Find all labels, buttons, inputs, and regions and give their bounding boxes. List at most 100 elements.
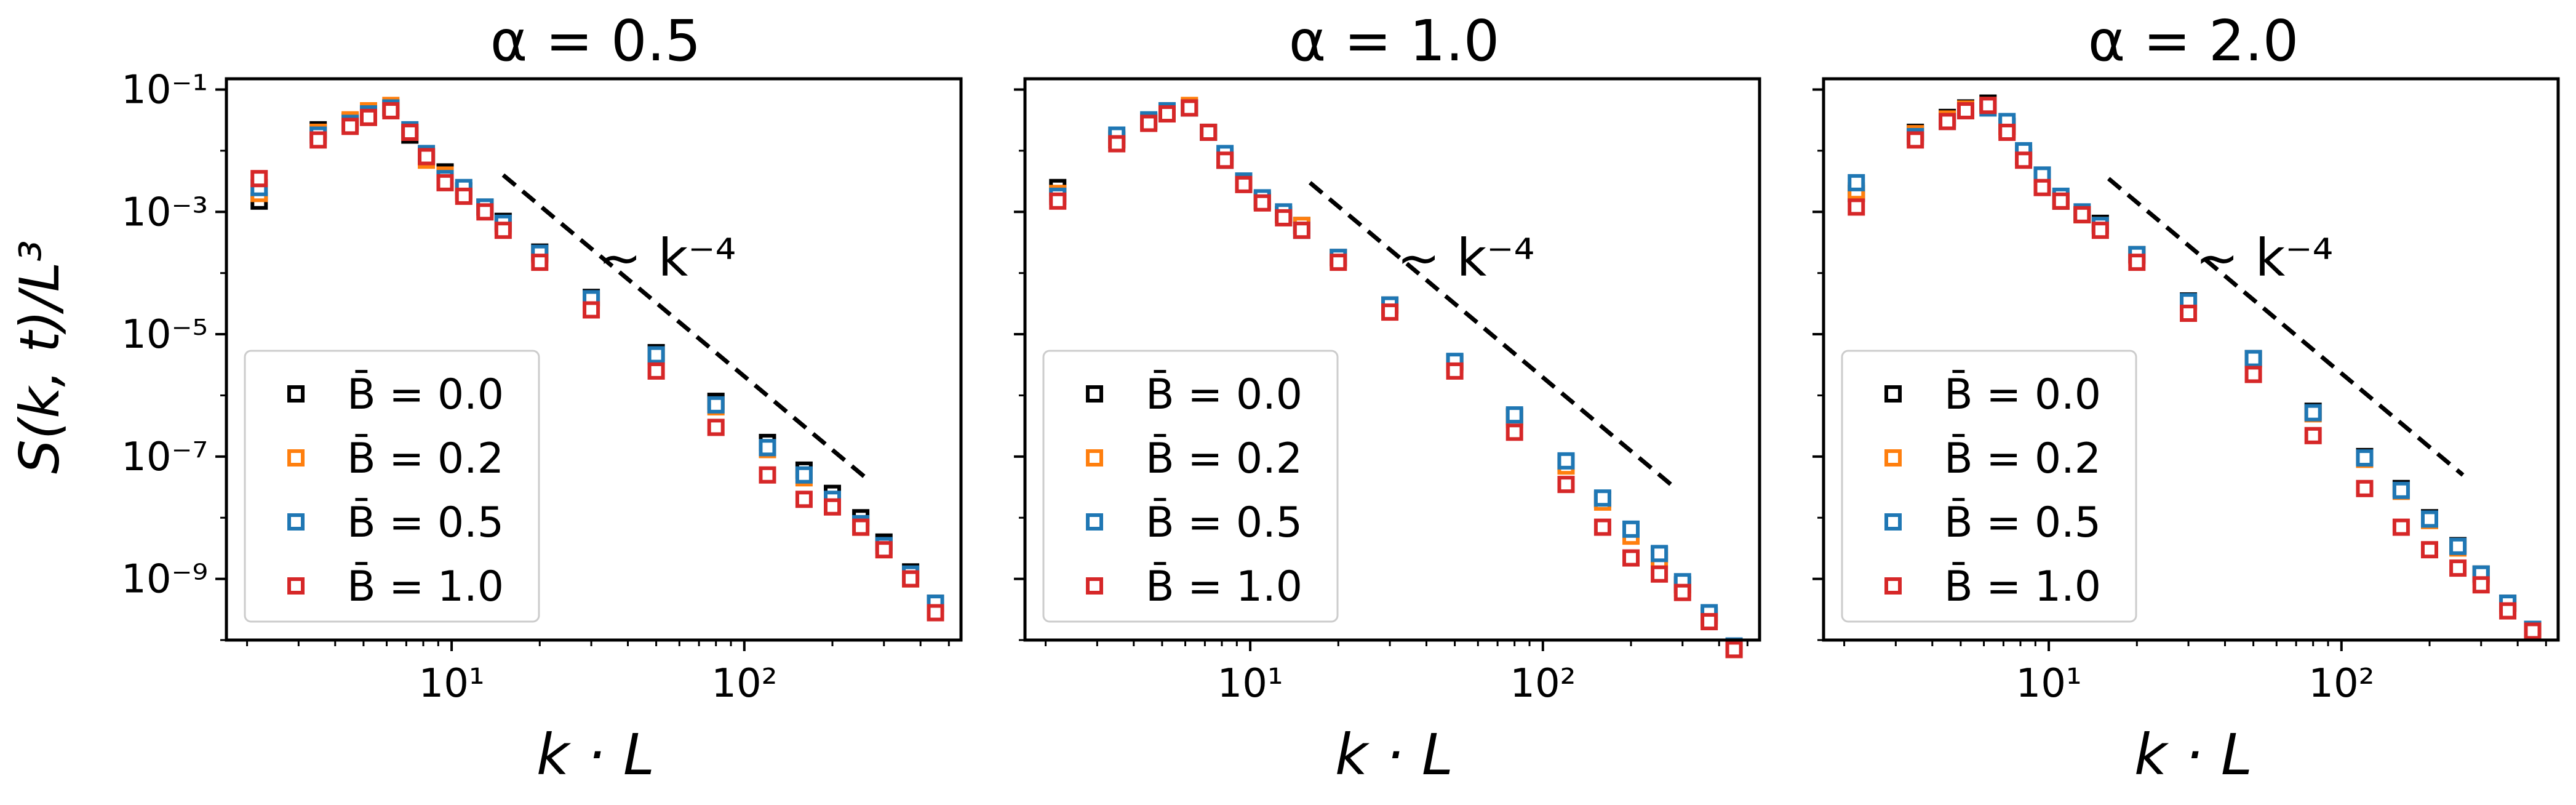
legend: B̄ = 0.0 B̄ = 0.2 B̄ = 0.5 B̄ = 1.0 [1841,350,2137,623]
data-point [2244,366,2262,383]
y-axis-label: S(k, t)/L³ [8,240,71,474]
data-point [1939,113,1956,130]
data-point [401,123,419,141]
reference-line-label: ~ k⁻⁴ [2196,228,2334,288]
legend-label: B̄ = 1.0 [1944,562,2101,611]
data-point [1651,545,1669,563]
x-tick-label: 10² [711,661,777,707]
data-point [647,362,665,380]
data-point [2052,192,2070,210]
data-point [476,203,494,221]
data-point [531,254,549,271]
data-point [359,108,377,126]
y-tick-label: 10⁻⁷ [121,435,208,480]
data-point [2392,518,2410,536]
panel-alpha-1.0: α = 1.0 k · L 10¹ 10²~ k⁻⁴B̄ = 0.0B̄ = 0.… [1014,8,1761,788]
data-point [1673,583,1691,601]
legend-marker [287,577,305,595]
reference-line [1308,181,1675,489]
data-point [2499,602,2517,620]
data-point [1651,565,1669,583]
y-tick-label: 10⁻¹ [121,68,208,113]
panel-title: α = 1.0 [1289,8,1500,74]
data-point [2449,537,2467,555]
data-point [2180,305,2198,322]
reference-line-label: ~ k⁻⁴ [1397,228,1535,288]
panel-alpha-2.0: α = 2.0 k · L 10¹ 10²~ k⁻⁴B̄ = 0.0B̄ = 0.… [1812,8,2560,788]
data-point [1593,489,1611,507]
panel-title: α = 0.5 [490,8,701,74]
data-point [1181,99,1198,117]
data-point [824,498,842,516]
reference-line [501,173,867,479]
plot-frame [225,77,963,642]
legend-box [1042,350,1339,623]
x-tick-label: 10² [2308,661,2374,707]
legend-label: B̄ = 0.2 [347,434,504,483]
data-point [852,518,870,536]
data-point [1200,123,1218,141]
y-tick-label: 10⁻⁹ [121,557,208,603]
data-point [1216,151,1234,169]
data-point [1622,520,1640,538]
y-tick-label: 10⁻⁵ [121,312,208,358]
data-point [1557,476,1575,494]
data-point [2091,222,2109,239]
data-point [2472,576,2490,594]
series-1.0 [1848,97,2542,640]
data-point [1907,131,1924,149]
legend-marker [1086,513,1103,531]
reference-line [2107,177,2465,477]
data-point [2392,481,2410,499]
data-point [707,419,725,436]
data-point [309,131,327,149]
series-1.0 [250,102,944,622]
legend-label: B̄ = 0.2 [1146,434,1302,483]
data-point [902,570,920,588]
data-point [759,466,776,484]
data-point [2128,254,2146,271]
data-point [2304,427,2322,444]
data-point [1725,641,1743,659]
data-point [382,102,400,119]
data-point [2244,350,2262,367]
data-point [1330,254,1347,271]
legend-box [244,350,540,623]
data-point [455,187,473,205]
x-axis-label: k · L [536,722,655,788]
data-point [2073,206,2091,223]
legend-label: B̄ = 0.0 [1146,370,1302,419]
data-point [1998,123,2016,141]
plot-frame [1822,77,2560,642]
data-point [1979,97,1997,114]
legend-marker [1884,449,1902,467]
data-point [1622,549,1640,567]
legend: B̄ = 0.0 B̄ = 0.2 B̄ = 0.5 B̄ = 1.0 [1042,350,1339,623]
data-point [2304,404,2322,422]
data-point [2421,541,2439,559]
data-point [1293,222,1310,239]
data-point [647,346,665,364]
reference-line-label: ~ k⁻⁴ [599,228,736,288]
legend-marker [1884,577,1902,595]
x-axis-label: k · L [2134,722,2252,788]
data-point [1158,105,1176,123]
plot-frame [1023,77,1761,642]
data-point [418,148,436,166]
legend-label: B̄ = 0.5 [347,498,504,547]
data-point [927,604,944,622]
data-point [875,541,893,559]
legend-label: B̄ = 0.0 [1944,370,2101,419]
data-point [1140,114,1158,132]
data-point [1446,362,1464,380]
panel-alpha-0.5: α = 0.5 k · L 10¹ 10² 10⁻⁹ 10⁻⁷ 10⁻⁵ 10⁻³ 10⁻¹… [121,8,963,788]
data-point [1557,452,1575,470]
legend-label: B̄ = 1.0 [1146,562,1302,611]
panel-title: α = 2.0 [2088,8,2299,74]
data-point [1848,198,1865,216]
legend-label: B̄ = 0.5 [1146,498,1302,547]
x-tick-label: 10¹ [1218,661,1283,707]
data-point [1701,613,1718,631]
legend-label: B̄ = 0.2 [1944,434,2101,483]
